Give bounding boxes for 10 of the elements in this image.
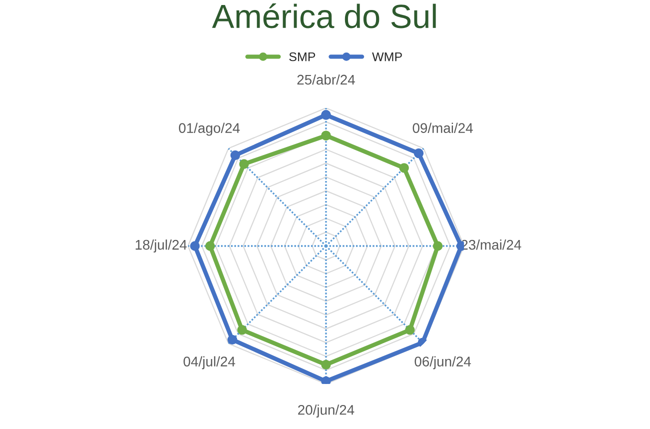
- spoke-label: 20/jun/24: [298, 404, 354, 418]
- spoke-label: 06/jun/24: [414, 356, 471, 370]
- legend-label: SMP: [289, 52, 316, 62]
- legend-label: WMP: [372, 52, 402, 62]
- spoke-label: 18/jul/24: [136, 240, 187, 252]
- spoke-label: 09/mai/24: [412, 122, 473, 133]
- chart-title: América do Sul: [212, 3, 436, 28]
- spoke-label: 25/abr/24: [297, 74, 355, 85]
- spoke-label: 01/ago/24: [178, 122, 240, 136]
- spoke-label: 04/jul/24: [184, 356, 236, 370]
